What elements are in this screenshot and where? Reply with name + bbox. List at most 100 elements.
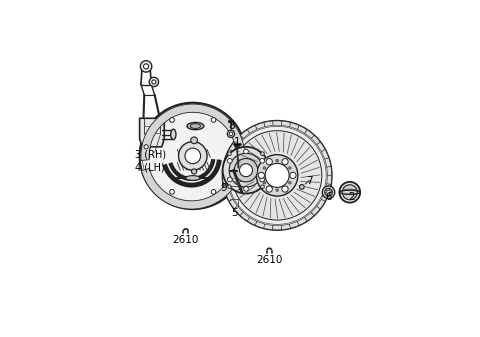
Circle shape xyxy=(185,148,201,164)
Ellipse shape xyxy=(187,122,204,130)
Circle shape xyxy=(282,186,288,192)
Circle shape xyxy=(228,158,232,163)
Polygon shape xyxy=(311,206,320,215)
Circle shape xyxy=(282,159,288,165)
Circle shape xyxy=(228,152,231,155)
Circle shape xyxy=(263,181,266,184)
Polygon shape xyxy=(223,184,229,193)
Circle shape xyxy=(288,181,291,184)
Circle shape xyxy=(140,103,246,209)
Circle shape xyxy=(261,185,264,188)
Circle shape xyxy=(234,158,258,182)
Polygon shape xyxy=(229,142,238,151)
Polygon shape xyxy=(255,123,265,129)
Circle shape xyxy=(240,164,252,177)
Circle shape xyxy=(266,186,272,192)
Circle shape xyxy=(229,153,263,187)
Polygon shape xyxy=(255,221,265,228)
Circle shape xyxy=(179,142,207,170)
Circle shape xyxy=(229,132,233,136)
Circle shape xyxy=(260,177,264,182)
Circle shape xyxy=(192,169,197,174)
Circle shape xyxy=(149,77,158,87)
Text: 2610: 2610 xyxy=(256,255,283,265)
Polygon shape xyxy=(240,130,250,138)
Polygon shape xyxy=(264,121,273,127)
Polygon shape xyxy=(273,121,282,125)
Ellipse shape xyxy=(171,129,176,140)
Circle shape xyxy=(170,189,174,194)
Text: 2610: 2610 xyxy=(173,235,199,245)
Circle shape xyxy=(256,155,298,196)
Polygon shape xyxy=(322,192,329,201)
Circle shape xyxy=(342,185,357,200)
Polygon shape xyxy=(247,217,257,225)
Polygon shape xyxy=(226,149,233,159)
Polygon shape xyxy=(325,184,331,193)
Circle shape xyxy=(211,118,216,122)
Polygon shape xyxy=(140,118,164,147)
Polygon shape xyxy=(234,135,243,145)
Polygon shape xyxy=(240,212,250,221)
Polygon shape xyxy=(298,217,307,225)
Text: 3 (RH)
4 (LH): 3 (RH) 4 (LH) xyxy=(135,150,166,173)
Polygon shape xyxy=(305,212,314,221)
Text: 7: 7 xyxy=(306,176,313,186)
Text: 9: 9 xyxy=(221,183,227,193)
Circle shape xyxy=(211,189,216,194)
Text: 8: 8 xyxy=(228,121,235,131)
Circle shape xyxy=(324,188,333,196)
Circle shape xyxy=(339,182,360,203)
Circle shape xyxy=(228,177,232,182)
Polygon shape xyxy=(281,121,290,127)
Circle shape xyxy=(276,159,278,162)
Circle shape xyxy=(261,152,264,155)
Circle shape xyxy=(300,185,304,189)
Text: 2: 2 xyxy=(348,192,354,203)
Polygon shape xyxy=(273,225,282,230)
Circle shape xyxy=(228,130,235,137)
Circle shape xyxy=(265,163,289,187)
Circle shape xyxy=(258,172,264,179)
Circle shape xyxy=(290,172,296,179)
Circle shape xyxy=(322,186,335,198)
Circle shape xyxy=(260,158,264,163)
Polygon shape xyxy=(327,166,332,175)
Circle shape xyxy=(327,190,330,194)
Circle shape xyxy=(288,167,291,169)
Polygon shape xyxy=(234,206,243,215)
Circle shape xyxy=(191,137,197,144)
Circle shape xyxy=(152,80,156,84)
Polygon shape xyxy=(223,166,228,175)
Circle shape xyxy=(276,189,278,191)
Circle shape xyxy=(244,149,248,154)
Polygon shape xyxy=(142,161,243,209)
Polygon shape xyxy=(325,158,331,167)
Polygon shape xyxy=(317,199,325,209)
Circle shape xyxy=(170,118,174,122)
Polygon shape xyxy=(305,130,314,138)
Polygon shape xyxy=(247,125,257,133)
Circle shape xyxy=(266,159,272,165)
Circle shape xyxy=(144,64,149,69)
Circle shape xyxy=(263,167,266,169)
Ellipse shape xyxy=(190,124,201,128)
Text: 5: 5 xyxy=(231,208,238,218)
Circle shape xyxy=(232,131,322,220)
Polygon shape xyxy=(223,175,228,184)
Circle shape xyxy=(244,187,248,191)
Polygon shape xyxy=(141,104,244,160)
Circle shape xyxy=(223,147,269,193)
Circle shape xyxy=(144,145,148,149)
Polygon shape xyxy=(226,192,233,201)
Polygon shape xyxy=(281,224,290,230)
Circle shape xyxy=(223,121,332,230)
Polygon shape xyxy=(289,123,299,129)
Circle shape xyxy=(228,185,231,188)
Polygon shape xyxy=(317,142,325,151)
Circle shape xyxy=(140,61,152,72)
Text: 1: 1 xyxy=(234,136,240,147)
Circle shape xyxy=(142,143,150,151)
Polygon shape xyxy=(322,149,329,159)
Polygon shape xyxy=(264,224,273,230)
